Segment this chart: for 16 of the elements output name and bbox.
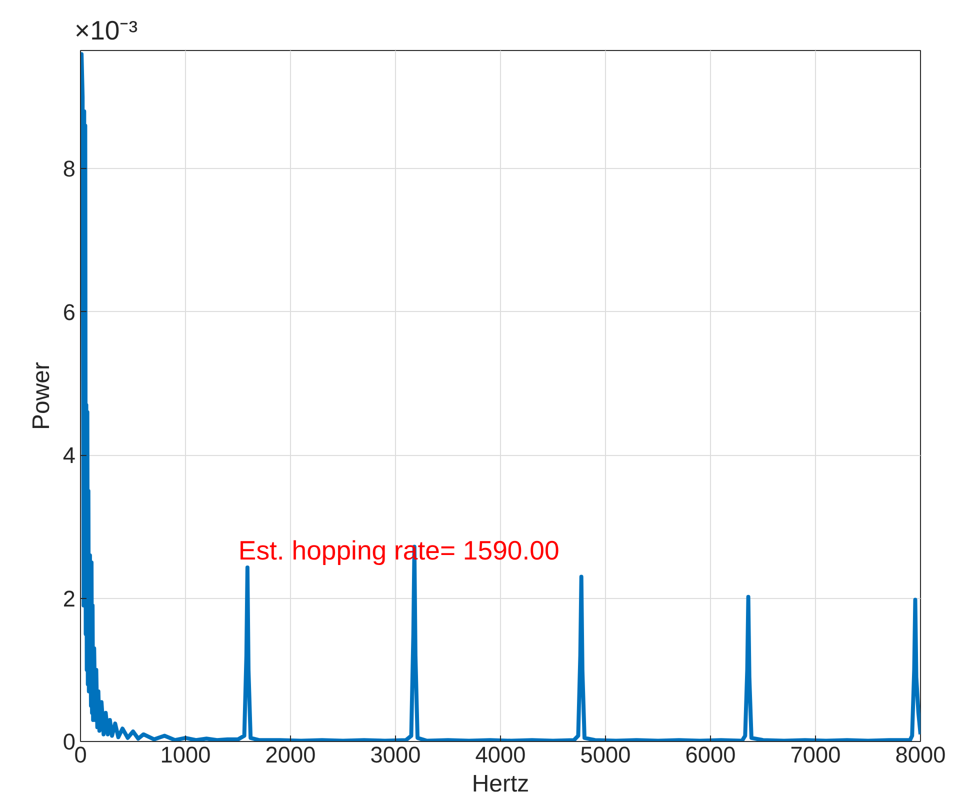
y-tick-label: 6 [62, 298, 76, 325]
x-tick-label: 6000 [685, 742, 736, 768]
x-tick-label: 5000 [580, 742, 631, 768]
y-axis-title: Power [28, 362, 55, 430]
x-tick-label: 7000 [790, 742, 841, 768]
x-tick-label: 4000 [475, 742, 526, 768]
x-tick-label: 3000 [370, 742, 421, 768]
y-tick-label: 2 [62, 585, 76, 612]
x-axis-title: Hertz [472, 770, 530, 798]
y-tick-label: 8 [62, 156, 76, 182]
y-tick-label: 4 [62, 442, 76, 468]
text: ×10⁻³ [74, 16, 138, 46]
x-tick-label: 2000 [265, 742, 316, 768]
x-tick-label: 8000 [895, 742, 946, 768]
line-series [80, 52, 920, 742]
x-tick-label: 1000 [160, 742, 211, 768]
